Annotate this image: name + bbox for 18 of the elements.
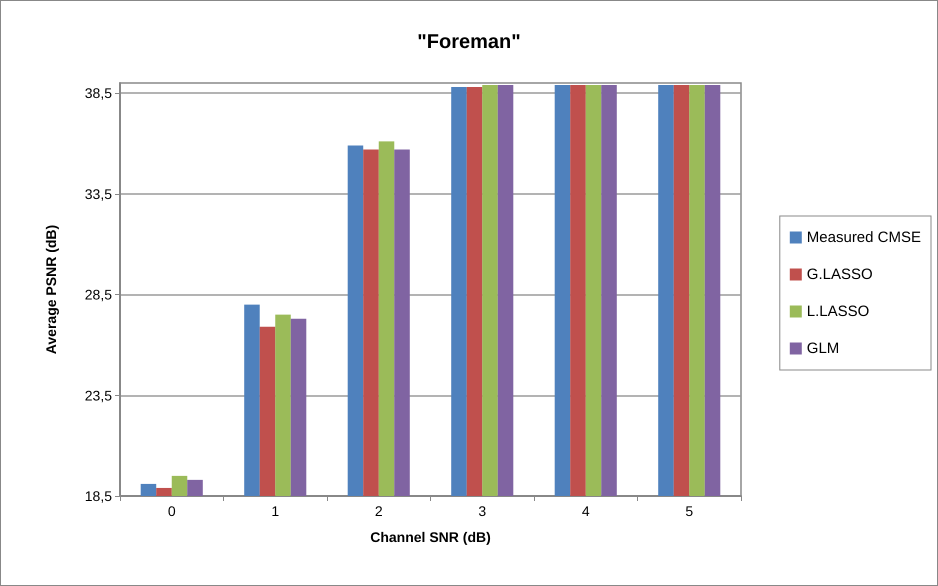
y-axis-title: Average PSNR (dB): [43, 224, 59, 354]
legend-label: L.LASSO: [806, 303, 870, 320]
x-tick-label: 1: [271, 503, 280, 519]
legend-label: Measured CMSE: [806, 229, 922, 246]
x-tick-label: 5: [685, 503, 694, 519]
y-tick-label: 23,5: [84, 387, 112, 404]
y-tick-label: 28,5: [84, 286, 112, 303]
x-tick-label: 0: [168, 503, 176, 519]
y-tick-label: 18,5: [84, 488, 112, 504]
x-tick-label: 2: [374, 503, 383, 519]
legend-label: GLM: [806, 340, 840, 357]
y-tick-label: 33,5: [84, 186, 112, 202]
y-tick-label: 38,5: [84, 85, 112, 102]
chart-title: "Foreman": [417, 31, 521, 53]
x-tick-label: 3: [478, 503, 486, 519]
x-axis-title: Channel SNR (dB): [370, 529, 491, 545]
x-tick-label: 4: [582, 503, 590, 519]
legend-label: G.LASSO: [806, 266, 873, 283]
